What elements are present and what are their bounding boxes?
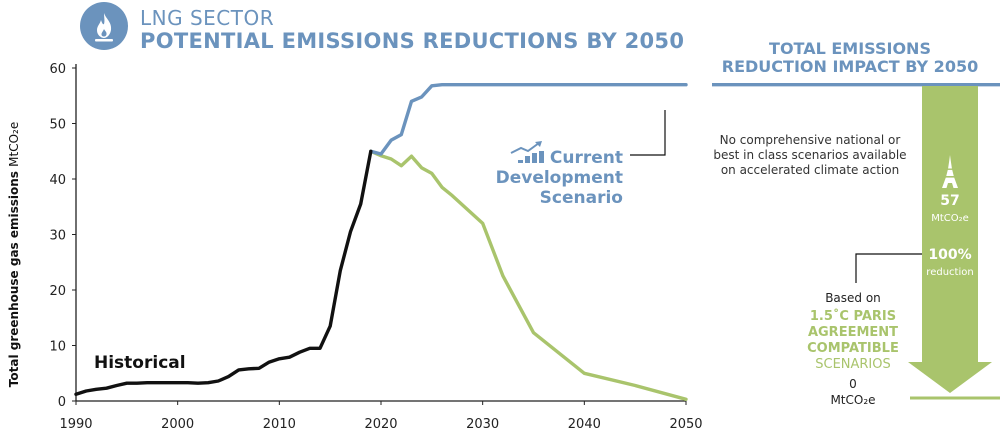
- y-tick-label: 20: [49, 284, 66, 299]
- paris-scenario-line: [369, 149, 688, 401]
- end-value: 0: [849, 377, 857, 391]
- x-tick-label: 2040: [568, 417, 601, 432]
- icon-bar: [525, 156, 530, 163]
- icon-trend: [510, 142, 540, 154]
- chart-title: POTENTIAL EMISSIONS REDUCTIONS BY 2050: [140, 29, 685, 53]
- flame-icon-badge: [80, 2, 128, 50]
- icon-bar: [518, 160, 523, 163]
- current-development-label-line: Current: [550, 148, 623, 168]
- impact-value: 57: [940, 193, 960, 209]
- scenario-connector: [630, 110, 666, 156]
- y-axis-label-text: Total greenhouse gas emissions: [7, 167, 21, 387]
- impact-panel-graphics: [712, 82, 1000, 400]
- y-axis-label-unit: MtCO₂e: [7, 122, 21, 167]
- paris-line: COMPATIBLE: [807, 341, 899, 356]
- paris-scenario-block: Based on 1.5˚C PARIS AGREEMENT COMPATIBL…: [790, 290, 916, 408]
- y-tick-label: 10: [49, 340, 66, 355]
- no-scenario-note: No comprehensive national or best in cla…: [710, 133, 910, 178]
- sector-title: LNG SECTOR: [140, 6, 275, 30]
- reduction-label: reduction: [926, 267, 974, 278]
- paris-line: 1.5˚C PARIS: [809, 309, 897, 324]
- impact-title-line1: TOTAL EMISSIONS: [769, 39, 931, 58]
- flame-icon: [95, 13, 113, 42]
- y-tick-label: 30: [49, 229, 66, 244]
- paris-connector: [855, 253, 922, 283]
- current-development-label-line: Scenario: [540, 188, 623, 208]
- current-development-line: [369, 83, 688, 156]
- note-line: No comprehensive national or: [719, 133, 901, 147]
- icon-bar: [539, 151, 544, 163]
- current-development-label-line: Development: [496, 168, 623, 188]
- note-line: best in class scenarios available: [713, 148, 907, 162]
- x-tick-label: 2020: [364, 417, 397, 432]
- icon-bar: [532, 153, 537, 163]
- impact-value-unit: MtCO₂e: [931, 213, 969, 224]
- growth-chart-icon: [510, 141, 544, 163]
- y-tick-label: 40: [49, 173, 66, 188]
- x-tick-label: 1990: [59, 417, 92, 432]
- impact-title-line2: REDUCTION IMPACT BY 2050: [721, 57, 979, 76]
- paris-line: AGREEMENT: [807, 325, 899, 340]
- scenarios-label: SCENARIOS: [815, 357, 891, 372]
- x-tick-label: 2010: [263, 417, 296, 432]
- x-tick-label: 2000: [161, 417, 194, 432]
- x-tick-label: 2050: [669, 417, 702, 432]
- x-tick-label: 2030: [466, 417, 499, 432]
- note-line: on accelerated climate action: [720, 163, 900, 177]
- y-tick-label: 60: [49, 62, 66, 77]
- reduction-arrow: [908, 86, 992, 393]
- y-tick-label: 50: [49, 118, 66, 133]
- eiffel-tower-icon: [922, 155, 978, 193]
- impact-panel-title: TOTAL EMISSIONS REDUCTION IMPACT BY 2050: [705, 40, 995, 76]
- reduction-percent: 100%: [928, 247, 972, 263]
- based-on-label: Based on: [825, 291, 881, 305]
- series-layer: [74, 83, 688, 401]
- y-axis-label: Total greenhouse gas emissions MtCO₂e: [7, 122, 21, 387]
- y-tick-label: 0: [58, 395, 66, 410]
- icon-arrowhead: [535, 141, 542, 147]
- historical-label: Historical: [94, 353, 186, 373]
- historical-line: [74, 149, 373, 396]
- end-value-unit: MtCO₂e: [830, 393, 876, 407]
